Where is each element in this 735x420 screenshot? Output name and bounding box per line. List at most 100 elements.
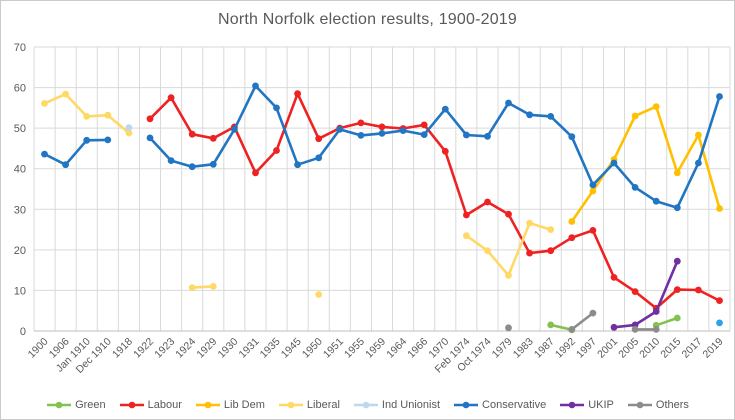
- legend-label-green: Green: [75, 399, 106, 411]
- data-point-others-2010: [652, 326, 660, 333]
- legend-marker-icon-ukip: [560, 401, 585, 409]
- data-point-labour-1931: [252, 169, 259, 177]
- x-tick-label: 1951: [321, 336, 346, 361]
- data-point-liberal-1987: [547, 226, 555, 234]
- data-point-ind-unionist-2019: [716, 319, 723, 327]
- x-tick-label: 2019: [701, 336, 726, 361]
- data-point-labour-1955: [357, 119, 365, 127]
- series-others: [505, 309, 660, 333]
- legend-label-conservative: Conservative: [482, 399, 547, 411]
- legend-marker-icon-conservative: [454, 401, 479, 409]
- series-line-green: [654, 316, 679, 327]
- horizontal-gridlines: [34, 46, 730, 291]
- data-point-labour-1924: [188, 130, 196, 138]
- legend-item-ukip[interactable]: UKIP: [559, 399, 614, 411]
- data-point-labour-1992: [568, 234, 576, 242]
- x-tick-label: 1930: [215, 336, 240, 361]
- data-point-labour-1983: [526, 249, 533, 257]
- x-tick-label: 1900: [26, 336, 51, 361]
- data-point-labour-1966: [420, 121, 428, 129]
- x-tick-label: 1929: [194, 336, 219, 361]
- data-point-conservative-1935: [273, 104, 280, 112]
- legend-item-green[interactable]: Green: [46, 399, 106, 411]
- data-point-lib-dem-2010: [652, 103, 660, 110]
- x-tick-label: 1979: [490, 336, 515, 361]
- data-point-green-1987: [547, 321, 555, 329]
- y-tick-label: 20: [14, 245, 26, 257]
- data-point-labour-1922: [146, 115, 154, 123]
- data-point-labour-feb-1974: [463, 211, 470, 219]
- legend-item-liberal[interactable]: Liberal: [278, 399, 340, 411]
- data-point-conservative-1930: [231, 125, 238, 133]
- data-point-conservative-1950: [315, 154, 323, 162]
- chart-title: North Norfolk election results, 1900-201…: [217, 11, 518, 28]
- data-point-liberal-feb-1974: [463, 232, 470, 240]
- data-point-conservative-1979: [505, 99, 512, 107]
- x-tick-label: 1922: [131, 336, 156, 361]
- data-point-labour-1959: [378, 123, 386, 131]
- legend-label-labour: Labour: [147, 399, 182, 411]
- data-point-labour-2017: [695, 286, 702, 294]
- legend-item-lib-dem[interactable]: Lib Dem: [195, 399, 265, 411]
- x-tick-label: 1992: [553, 336, 578, 361]
- legend-item-labour[interactable]: Labour: [119, 399, 182, 411]
- data-point-others-1992: [568, 326, 576, 333]
- legend-item-ind-unionist[interactable]: Ind Unionist: [353, 399, 440, 411]
- data-point-labour-1987: [547, 247, 555, 255]
- x-tick-label: 1924: [173, 336, 198, 361]
- x-tick-label: 1918: [110, 336, 135, 361]
- series-line-green: [549, 323, 574, 332]
- x-tick-label: 1964: [384, 336, 409, 361]
- x-tick-label: 2005: [616, 336, 641, 361]
- series-conservative: [41, 82, 723, 212]
- data-point-conservative-1906: [62, 161, 69, 169]
- data-point-others-2005: [631, 326, 639, 333]
- y-tick-label: 10: [14, 285, 26, 297]
- data-point-lib-dem-2019: [716, 205, 723, 212]
- data-point-conservative-feb-1974: [463, 131, 470, 139]
- data-point-liberal-1906: [62, 90, 69, 98]
- data-point-liberal-1924: [188, 284, 196, 291]
- data-point-labour-1929: [209, 134, 217, 142]
- data-point-ukip-2010: [652, 308, 660, 315]
- data-point-conservative-2010: [652, 197, 660, 205]
- data-point-conservative-1924: [188, 163, 196, 171]
- data-point-conservative-1945: [294, 161, 301, 169]
- series-lib-dem: [568, 103, 723, 225]
- series-labour: [146, 90, 723, 312]
- x-tick-label: 2010: [637, 336, 662, 361]
- data-point-conservative-dec-1910: [104, 136, 112, 144]
- data-point-labour-1950: [315, 135, 323, 143]
- series-line-others: [570, 311, 595, 331]
- data-point-ind-unionist-1918: [125, 124, 133, 132]
- legend-item-others[interactable]: Others: [627, 399, 689, 411]
- legend-item-conservative[interactable]: Conservative: [453, 399, 546, 411]
- data-point-conservative-1929: [209, 160, 217, 168]
- series-line-conservative: [43, 138, 110, 166]
- data-point-others-1997: [589, 309, 597, 317]
- data-point-conservative-1951: [336, 125, 344, 133]
- x-tick-label: 1966: [405, 336, 430, 361]
- series-liberal: [41, 90, 555, 298]
- x-tick-label: 1923: [152, 336, 177, 361]
- data-point-conservative-1959: [378, 130, 386, 137]
- data-point-labour-1997: [589, 227, 597, 234]
- x-tick-label: 1931: [237, 336, 262, 361]
- data-point-labour-oct-1974: [484, 198, 491, 206]
- legend-marker-icon-ind-unionist: [353, 401, 378, 409]
- data-point-conservative-1955: [357, 132, 365, 139]
- data-point-conservative-2017: [695, 159, 702, 167]
- data-point-conservative-1923: [167, 157, 175, 165]
- data-point-lib-dem-2017: [695, 131, 702, 139]
- series-line-labour: [148, 92, 721, 310]
- legend-marker-icon-lib-dem: [195, 401, 220, 409]
- data-point-conservative-1931: [252, 82, 259, 90]
- x-tick-label: 2015: [658, 336, 683, 361]
- y-tick-label: 60: [14, 83, 26, 95]
- data-point-conservative-jan-1910: [83, 136, 91, 144]
- data-point-conservative-1922: [146, 134, 154, 142]
- data-point-conservative-2019: [716, 93, 723, 100]
- y-axis-labels: 0 10 20 30 40 50 60 70: [14, 42, 26, 338]
